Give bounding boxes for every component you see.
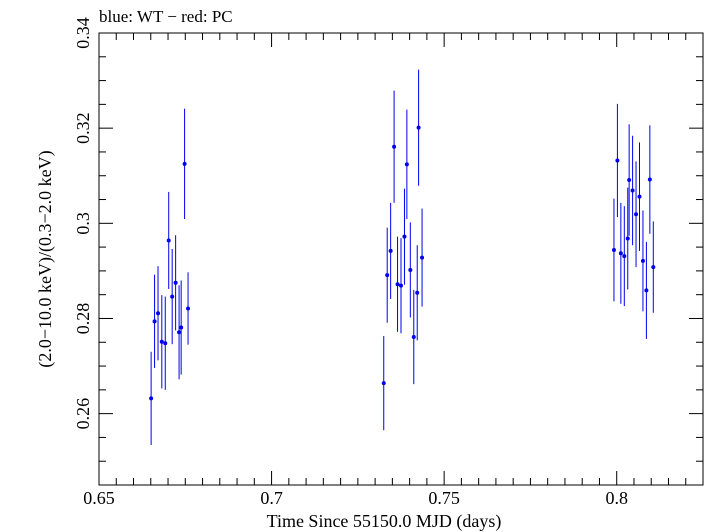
data-point bbox=[182, 161, 187, 166]
x-axis: 0.65 0.7 0.75 0.8 bbox=[83, 33, 704, 508]
data-point bbox=[385, 273, 390, 278]
data-point bbox=[170, 294, 175, 299]
data-point bbox=[163, 341, 168, 346]
data-point bbox=[644, 288, 649, 293]
y-axis: 0.26 0.28 0.3 0.32 0.34 bbox=[73, 17, 703, 486]
x-tick-label: 0.8 bbox=[605, 488, 628, 508]
data-point bbox=[179, 325, 184, 330]
data-point bbox=[416, 125, 421, 130]
data-point bbox=[156, 311, 161, 316]
data-point bbox=[404, 162, 409, 167]
data-point bbox=[622, 254, 627, 259]
data-point bbox=[159, 339, 164, 344]
x-tick-label: 0.7 bbox=[260, 488, 283, 508]
data-point bbox=[611, 247, 616, 252]
x-axis-label: Time Since 55150.0 MJD (days) bbox=[267, 511, 502, 532]
data-point bbox=[381, 381, 386, 386]
data-point bbox=[166, 238, 171, 243]
x-tick-label: 0.75 bbox=[428, 488, 460, 508]
y-tick-label: 0.34 bbox=[73, 17, 93, 49]
x-tick-label: 0.65 bbox=[83, 488, 115, 508]
y-axis-label: (2.0−10.0 keV)/(0.3−2.0 keV) bbox=[35, 150, 56, 367]
data-point bbox=[415, 290, 420, 295]
data-point bbox=[408, 267, 413, 272]
data-point bbox=[186, 306, 191, 311]
data-point bbox=[630, 188, 635, 193]
data-point bbox=[399, 283, 403, 288]
data-point bbox=[149, 396, 154, 401]
data-point bbox=[615, 158, 620, 163]
data-point bbox=[395, 282, 400, 287]
data-point bbox=[411, 335, 416, 340]
data-point bbox=[392, 144, 397, 149]
data-point bbox=[618, 251, 623, 256]
y-tick-label: 0.32 bbox=[73, 112, 93, 144]
data-point bbox=[651, 265, 656, 270]
data-point bbox=[173, 280, 178, 285]
data-point bbox=[627, 178, 632, 183]
plot-frame bbox=[98, 32, 704, 486]
y-tick-label: 0.3 bbox=[73, 212, 93, 235]
data-point bbox=[634, 212, 639, 217]
data-point bbox=[152, 319, 157, 324]
data-point bbox=[647, 177, 652, 182]
data-point bbox=[388, 248, 393, 253]
data-point bbox=[402, 234, 407, 239]
data-point bbox=[177, 330, 182, 335]
data-point bbox=[637, 194, 642, 199]
data-point bbox=[640, 258, 645, 263]
data-series bbox=[149, 69, 656, 446]
y-tick-label: 0.26 bbox=[73, 398, 93, 430]
data-point bbox=[625, 236, 630, 241]
y-tick-label: 0.28 bbox=[73, 303, 93, 335]
chart-title: blue: WT − red: PC bbox=[99, 7, 233, 26]
data-point bbox=[420, 255, 425, 260]
